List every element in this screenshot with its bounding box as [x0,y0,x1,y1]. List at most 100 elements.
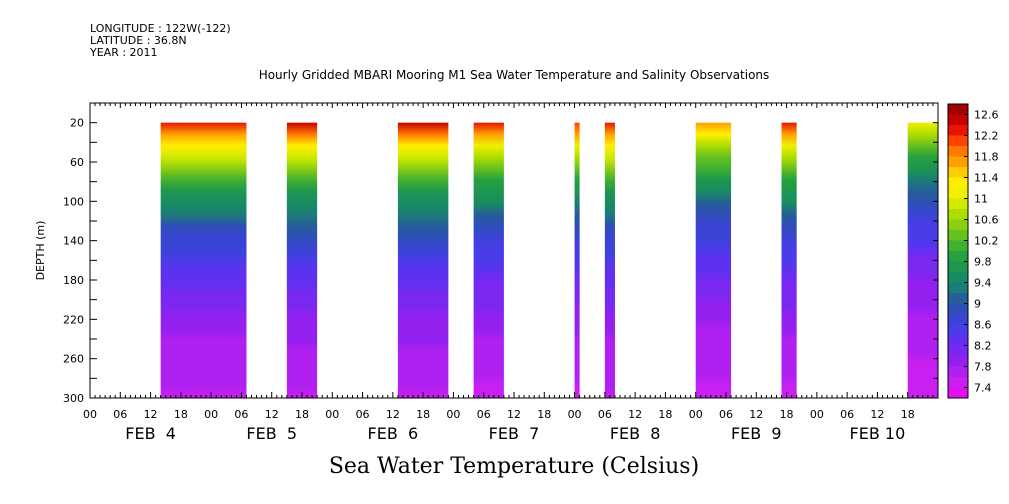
colorbar-label: 9.8 [974,256,992,269]
colorbar-swatch [948,135,968,147]
colorbar-label: 11 [974,193,988,206]
colorbar-swatch [948,377,968,388]
year-label: YEAR : 2011 [90,46,158,59]
y-tick-label: 100 [63,195,84,208]
x-hour-label: 18 [901,408,915,421]
colorbar-swatch [948,219,968,231]
x-hour-label: 12 [507,408,521,421]
data-segment [160,122,247,399]
colorbar-swatch [948,251,968,262]
colorbar-swatch [948,198,968,210]
colorbar-label: 11.8 [974,151,999,164]
x-hour-label: 12 [265,408,279,421]
colorbar-swatch [948,177,968,189]
x-axis-title: Sea Water Temperature (Celsius) [328,454,700,479]
x-date-label: FEB 4 [125,424,176,443]
colorbar-frame [947,103,969,399]
x-hour-label: 12 [749,408,763,421]
latitude-label: LATITUDE : 36.8N [90,34,187,47]
colorbar-label: 12.6 [974,109,999,122]
data-segments [160,122,938,399]
colorbar-label: 8.6 [974,319,992,332]
x-hour-label: 00 [83,408,97,421]
colorbar-swatch [948,156,968,168]
x-date-label: FEB 5 [246,424,297,443]
colorbar-swatch [948,188,968,199]
colorbar-label: 9 [974,298,981,311]
colorbar-label: 10.6 [974,214,999,227]
x-hour-label: 06 [840,408,854,421]
colorbar-swatch [948,167,968,178]
x-hour-label: 18 [537,408,551,421]
x-hour-label: 12 [628,408,642,421]
colorbar-swatch [948,230,968,241]
data-segment [574,122,580,399]
x-hour-label: 06 [113,408,127,421]
x-hour-label: 06 [234,408,248,421]
colorbar-swatch [948,324,968,336]
colorbar-swatch [948,303,968,315]
colorbar-swatch [948,104,968,115]
data-segment [695,122,732,399]
data-segment [473,122,504,399]
colorbar-swatch [948,356,968,367]
x-hour-label: 18 [780,408,794,421]
y-tick-label: 220 [63,313,84,326]
colorbar-swatch [948,272,968,283]
y-tick-label: 140 [63,235,84,248]
x-date-label: FEB 6 [368,424,419,443]
data-segment [286,122,318,399]
colorbar-label: 7.8 [974,361,992,374]
colorbar-label: 12.2 [974,130,999,143]
x-hour-label: 00 [446,408,460,421]
colorbar [947,103,969,399]
colorbar-swatch [948,335,968,346]
x-date-label: FEB 8 [610,424,661,443]
colorbar-swatch [948,314,968,325]
x-hour-label: 06 [477,408,491,421]
x-hour-label: 06 [598,408,612,421]
colorbar-label: 7.4 [974,382,992,395]
x-hour-label: 18 [416,408,430,421]
y-axis-title: DEPTH (m) [34,221,47,281]
colorbar-label: 8.2 [974,340,992,353]
x-date-label: FEB 10 [850,424,906,443]
data-segment [397,122,449,399]
x-hour-label: 06 [719,408,733,421]
x-hour-label: 00 [689,408,703,421]
data-segment [781,122,797,399]
x-date-label: FEB 7 [489,424,540,443]
colorbar-swatch [948,209,968,220]
colorbar-label: 11.4 [974,172,999,185]
x-hour-label: 18 [174,408,188,421]
colorbar-swatch [948,293,968,304]
y-tick-label: 180 [63,274,84,287]
x-hour-label: 12 [870,408,884,421]
y-tick-label: 20 [70,117,84,130]
data-segment [907,122,938,399]
x-hour-label: 00 [568,408,582,421]
colorbar-swatch [948,282,968,294]
y-tick-label: 60 [70,156,84,169]
x-hour-label: 06 [356,408,370,421]
x-hour-label: 12 [144,408,158,421]
longitude-label: LONGITUDE : 122W(-122) [90,22,231,35]
colorbar-swatch [948,240,968,252]
colorbar-swatch [948,146,968,157]
x-hour-label: 00 [810,408,824,421]
colorbar-label: 9.4 [974,277,992,290]
colorbar-swatch [948,125,968,136]
x-hour-label: 00 [204,408,218,421]
x-date-label: FEB 9 [731,424,782,443]
colorbar-swatch [948,366,968,378]
x-hour-label: 12 [386,408,400,421]
y-tick-label: 260 [63,353,84,366]
colorbar-swatch [948,345,968,357]
colorbar-label: 10.2 [974,235,999,248]
colorbar-swatch [948,387,968,399]
colorbar-swatch [948,261,968,273]
x-hour-label: 18 [658,408,672,421]
chart-title: Hourly Gridded MBARI Mooring M1 Sea Wate… [258,68,770,82]
colorbar-swatch [948,114,968,126]
